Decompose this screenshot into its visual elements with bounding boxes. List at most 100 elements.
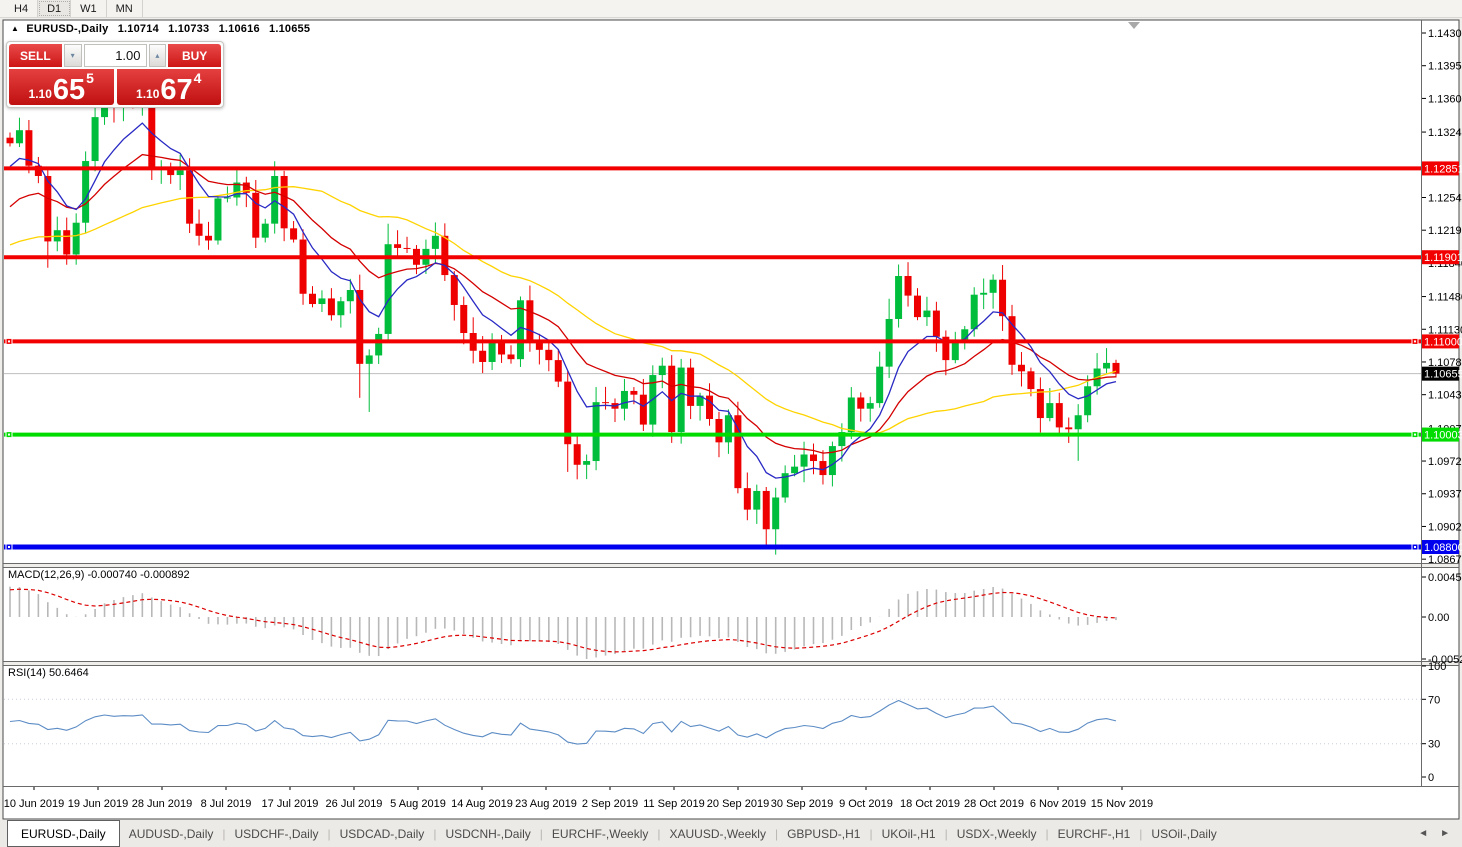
symbol-period-label: EURUSD-,Daily bbox=[26, 23, 109, 35]
svg-text:1.11000: 1.11000 bbox=[1424, 336, 1462, 348]
timeframe-button-W1[interactable]: W1 bbox=[71, 0, 107, 17]
tab-separator: | bbox=[944, 826, 948, 841]
candles-layer bbox=[6, 80, 1120, 555]
svg-text:70: 70 bbox=[1428, 694, 1440, 706]
ohlc-close: 1.10655 bbox=[269, 23, 311, 35]
svg-text:30: 30 bbox=[1428, 739, 1440, 751]
svg-text:RSI(14) 50.6464: RSI(14) 50.6464 bbox=[8, 667, 89, 679]
svg-text:23 Aug 2019: 23 Aug 2019 bbox=[515, 798, 577, 810]
tab-separator: | bbox=[539, 826, 543, 841]
svg-text:10 Jun 2019: 10 Jun 2019 bbox=[4, 798, 65, 810]
svg-text:100: 100 bbox=[1428, 661, 1446, 673]
chart-canvas[interactable]: 1.14300 1.13950 1.13600 1.13240 1.12540 1.121… bbox=[0, 18, 1462, 820]
macd-pane: MACD(12,26,9) -0.000740 -0.000892 0.00453… bbox=[8, 569, 1462, 666]
sell-price-pip: 5 bbox=[86, 70, 94, 86]
level-line-1.08800[interactable]: 1.08800 bbox=[4, 540, 1462, 555]
svg-text:1.12190: 1.12190 bbox=[1428, 225, 1462, 237]
svg-text:2 Sep 2019: 2 Sep 2019 bbox=[582, 798, 638, 810]
svg-text:1.13600: 1.13600 bbox=[1428, 93, 1462, 105]
volume-input[interactable] bbox=[83, 44, 147, 67]
svg-text:26 Jul 2019: 26 Jul 2019 bbox=[326, 798, 383, 810]
svg-text:19 Jun 2019: 19 Jun 2019 bbox=[68, 798, 129, 810]
tab-usdcad-daily[interactable]: USDCAD-,Daily bbox=[339, 826, 425, 841]
tab-separator: | bbox=[774, 826, 779, 841]
buy-price-main: 67 bbox=[160, 73, 193, 106]
tab-usdchf-daily[interactable]: USDCHF-,Daily bbox=[234, 826, 319, 841]
tabs-scroll-left-icon[interactable]: ◄ bbox=[1418, 828, 1429, 839]
level-line-1.12851[interactable]: 1.12851 bbox=[4, 161, 1462, 176]
svg-text:14 Aug 2019: 14 Aug 2019 bbox=[451, 798, 513, 810]
timeframe-button-D1[interactable]: D1 bbox=[38, 0, 72, 17]
time-axis[interactable]: 10 Jun 2019 19 Jun 2019 28 Jun 2019 8 Jul 2… bbox=[4, 787, 1153, 810]
svg-text:11 Sep 2019: 11 Sep 2019 bbox=[643, 798, 705, 810]
buy-button[interactable]: BUY bbox=[168, 44, 221, 67]
volume-increase-button[interactable]: ▴ bbox=[148, 44, 167, 67]
tab-audusd-daily[interactable]: AUDUSD-,Daily bbox=[128, 826, 214, 841]
svg-text:1.10780: 1.10780 bbox=[1428, 357, 1462, 369]
svg-text:1.11480: 1.11480 bbox=[1428, 292, 1462, 304]
sell-button[interactable]: SELL bbox=[9, 44, 62, 67]
chart-window[interactable]: 1.14300 1.13950 1.13600 1.13240 1.12540 1.121… bbox=[0, 18, 1462, 820]
svg-text:1.08670: 1.08670 bbox=[1428, 554, 1462, 566]
svg-text:1.08800: 1.08800 bbox=[1424, 542, 1462, 554]
svg-text:MACD(12,26,9) -0.000740 -0.000: MACD(12,26,9) -0.000740 -0.000892 bbox=[8, 569, 190, 581]
svg-text:8 Jul 2019: 8 Jul 2019 bbox=[201, 798, 252, 810]
tab-eurchf-weekly[interactable]: EURCHF-,Weekly bbox=[551, 826, 649, 841]
tab-separator: | bbox=[1139, 826, 1143, 841]
svg-text:1.10655: 1.10655 bbox=[1424, 369, 1462, 381]
svg-text:20 Sep 2019: 20 Sep 2019 bbox=[707, 798, 769, 810]
volume-decrease-button[interactable]: ▾ bbox=[63, 44, 82, 67]
level-line-1.11000[interactable]: 1.11000 bbox=[4, 334, 1462, 349]
chart-tabs-bar: EURUSD-,Daily AUDUSD-,Daily | USDCHF-,Daily… bbox=[0, 820, 1462, 847]
tab-usdx-weekly[interactable]: USDX-,Weekly bbox=[956, 826, 1037, 841]
svg-text:0: 0 bbox=[1428, 772, 1434, 784]
timeframe-button-H4[interactable]: H4 bbox=[5, 0, 39, 17]
svg-text:28 Oct 2019: 28 Oct 2019 bbox=[964, 798, 1024, 810]
svg-text:1.10003: 1.10003 bbox=[1424, 430, 1462, 442]
svg-text:1.12851: 1.12851 bbox=[1424, 163, 1462, 175]
tab-ukoil-h1[interactable]: UKOil-,H1 bbox=[881, 826, 936, 841]
svg-text:1.09020: 1.09020 bbox=[1428, 521, 1462, 533]
tab-xauusd-weekly[interactable]: XAUUSD-,Weekly bbox=[669, 826, 766, 841]
svg-text:6 Nov 2019: 6 Nov 2019 bbox=[1030, 798, 1086, 810]
svg-text:1.11130: 1.11130 bbox=[1428, 324, 1462, 336]
svg-text:1.13240: 1.13240 bbox=[1428, 127, 1462, 139]
svg-text:15 Nov 2019: 15 Nov 2019 bbox=[1091, 798, 1153, 810]
svg-text:18 Oct 2019: 18 Oct 2019 bbox=[900, 798, 960, 810]
svg-text:30 Sep 2019: 30 Sep 2019 bbox=[771, 798, 833, 810]
svg-text:0.004536: 0.004536 bbox=[1428, 572, 1462, 584]
level-line-1.11901[interactable]: 1.11901 bbox=[4, 250, 1462, 265]
svg-text:1.14300: 1.14300 bbox=[1428, 28, 1462, 40]
tab-separator: | bbox=[869, 826, 873, 841]
tabs-scroll-right-icon[interactable]: ► bbox=[1440, 828, 1450, 839]
tab-usoil-daily[interactable]: USOil-,Daily bbox=[1151, 826, 1217, 841]
tab-separator: | bbox=[222, 826, 226, 841]
tab-separator: | bbox=[1045, 826, 1049, 841]
buy-price-display[interactable]: 1.10 67 4 bbox=[116, 69, 221, 106]
ohlc-low: 1.10616 bbox=[218, 23, 260, 35]
chart-title: ▲ EURUSD-,Daily 1.10714 1.10733 1.10616 … bbox=[11, 23, 310, 35]
chart-shift-marker-icon bbox=[1128, 22, 1140, 29]
tab-usdcnh-daily[interactable]: USDCNH-,Daily bbox=[445, 826, 531, 841]
tab-eurchf-h1[interactable]: EURCHF-,H1 bbox=[1057, 826, 1131, 841]
sell-price-display[interactable]: 1.10 65 5 bbox=[9, 69, 114, 105]
svg-text:1.12540: 1.12540 bbox=[1428, 192, 1462, 204]
svg-text:0.00: 0.00 bbox=[1428, 612, 1449, 624]
tab-gbpusd-h1[interactable]: GBPUSD-,H1 bbox=[787, 826, 861, 841]
tab-separator: | bbox=[657, 826, 661, 841]
sell-price-main: 65 bbox=[52, 73, 86, 106]
collapse-triangle-icon[interactable]: ▲ bbox=[11, 24, 20, 33]
timeframe-button-MN[interactable]: MN bbox=[107, 0, 143, 17]
svg-text:1.10430: 1.10430 bbox=[1428, 390, 1462, 402]
svg-text:28 Jun 2019: 28 Jun 2019 bbox=[132, 798, 193, 810]
ohlc-open: 1.10714 bbox=[117, 23, 159, 35]
moving-averages-layer bbox=[9, 122, 1117, 479]
svg-text:1.09720: 1.09720 bbox=[1428, 456, 1462, 468]
tab-separator: | bbox=[327, 826, 331, 841]
one-click-trade-panel: SELL ▾ ▴ BUY 1.10 65 5 1.10 67 4 bbox=[6, 41, 224, 108]
tab-eurusd-daily[interactable]: EURUSD-,Daily bbox=[7, 820, 120, 847]
level-line-1.10003[interactable]: 1.10003 bbox=[4, 427, 1462, 442]
buy-price-prefix: 1.10 bbox=[136, 87, 160, 101]
svg-text:1.11901: 1.11901 bbox=[1424, 252, 1462, 264]
rsi-pane: RSI(14) 50.6464 100 70 30 0 bbox=[4, 661, 1446, 784]
